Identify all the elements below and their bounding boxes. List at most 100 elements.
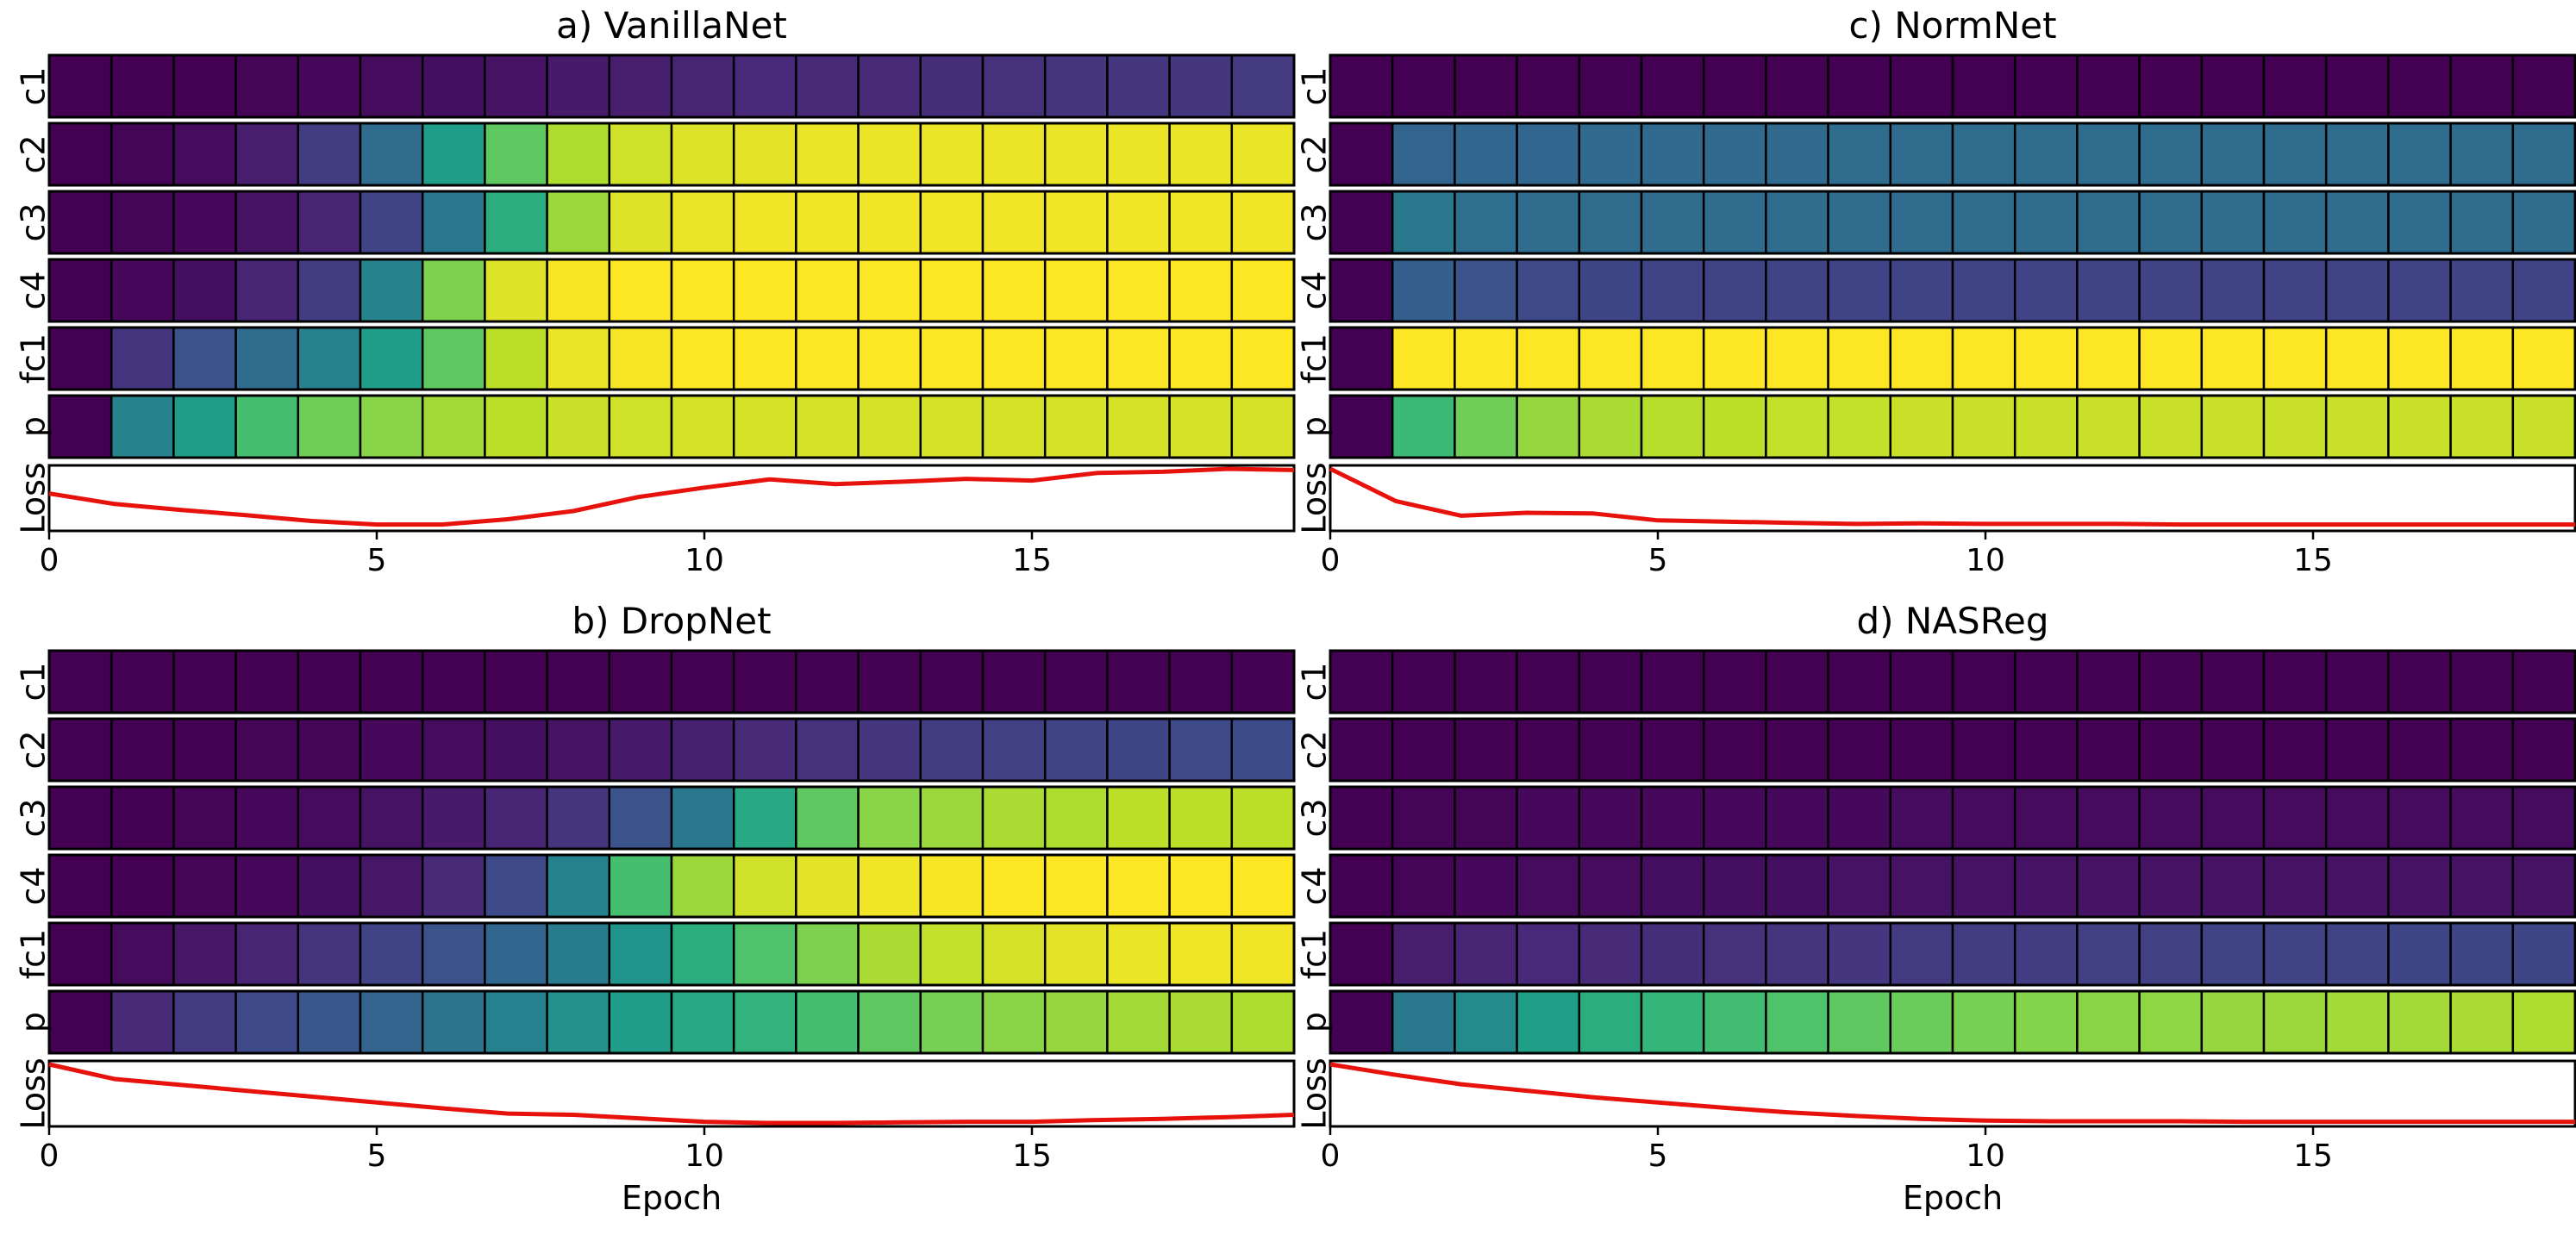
heatmap-cell-c3-epoch-5	[1640, 785, 1705, 851]
heatmap-cell-c4-epoch-13	[857, 258, 922, 323]
loss-axes	[47, 1059, 1296, 1128]
heatmap-cell-p-epoch-0	[47, 394, 113, 459]
heatmap-cell-c1-epoch-0	[47, 53, 113, 119]
heatmap-cell-c1-epoch-2	[1454, 649, 1518, 714]
loss-line	[48, 466, 1295, 527]
heatmap-cell-c1-epoch-16	[2324, 53, 2390, 119]
row-label-c3: c3	[1296, 203, 1334, 241]
heatmap-cell-c4-epoch-3	[1516, 258, 1581, 323]
heatmap-cell-c3-epoch-4	[297, 785, 362, 851]
heatmap-cell-c4-epoch-15	[2262, 258, 2328, 323]
heatmap-cell-p-epoch-18	[2449, 394, 2515, 459]
row-frame-c3	[47, 785, 1296, 851]
heatmap-cell-c2-epoch-12	[795, 717, 860, 783]
row-label-c4: c4	[15, 271, 53, 309]
heatmap-cell-c1-epoch-5	[359, 649, 424, 714]
heatmap-cell-c4-epoch-6	[1702, 853, 1767, 919]
heatmap-cell-c4-epoch-9	[608, 853, 673, 919]
heatmap-cell-c4-epoch-11	[732, 853, 797, 919]
heatmap-cell-c4-epoch-16	[1043, 853, 1109, 919]
heatmap-cell-c1-epoch-14	[2200, 53, 2266, 119]
heatmap-cell-c2-epoch-2	[1454, 122, 1518, 187]
heatmap-cell-p-epoch-14	[919, 989, 985, 1055]
heatmap-cell-c4-epoch-4	[297, 853, 362, 919]
heatmap-cell-c3-epoch-16	[2324, 785, 2390, 851]
row-frame-p	[47, 989, 1296, 1055]
heatmap-cell-fc1-epoch-2	[1454, 326, 1518, 391]
x-tick-label: 15	[1012, 1138, 1052, 1174]
heatmap-cell-c4-epoch-14	[2200, 853, 2266, 919]
row-label-fc1: fc1	[1296, 334, 1334, 384]
heatmap-cell-c3-epoch-11	[732, 785, 797, 851]
heatmap-cell-fc1-epoch-4	[297, 921, 362, 987]
row-label-c1: c1	[1296, 66, 1334, 105]
heatmap-cell-c1-epoch-7	[484, 53, 548, 119]
heatmap-cell-fc1-epoch-3	[1516, 326, 1581, 391]
heatmap-cell-c4-epoch-16	[1043, 258, 1109, 323]
heatmap-cell-fc1-epoch-8	[546, 921, 611, 987]
heatmap-cell-p-epoch-12	[2076, 989, 2141, 1055]
heatmap-cell-fc1-epoch-12	[2076, 921, 2141, 987]
x-tick-label: 15	[2293, 543, 2333, 578]
heatmap-cell-c1-epoch-1	[109, 53, 175, 119]
heatmap-cell-c2-epoch-0	[1329, 717, 1394, 783]
panel-c: c) NormNet c1 c2 c3 c4 fc1 p Loss 0 5 10 15	[1296, 4, 2576, 578]
heatmap-cell-c4-epoch-11	[2013, 853, 2079, 919]
heatmap-cell-c3-epoch-17	[1106, 190, 1171, 255]
heatmap-cell-c3-epoch-0	[47, 785, 113, 851]
heatmap-cell-c3-epoch-13	[857, 785, 922, 851]
heatmap-cell-p-epoch-1	[1391, 989, 1456, 1055]
heatmap-cell-fc1-epoch-3	[234, 921, 300, 987]
heatmap-cell-fc1-epoch-18	[1168, 921, 1234, 987]
heatmap-cell-c1-epoch-2	[1454, 53, 1518, 119]
heatmap-cell-c2-epoch-19	[2511, 717, 2576, 783]
heatmap-cell-fc1-epoch-19	[2511, 326, 2576, 391]
heatmap-cell-fc1-epoch-10	[670, 326, 735, 391]
heatmap-cell-c1-epoch-13	[857, 53, 922, 119]
heatmap-cell-fc1-epoch-15	[2262, 921, 2328, 987]
heatmap-cell-c1-epoch-3	[234, 649, 300, 714]
panel-title: b) DropNet	[572, 600, 771, 642]
heatmap-cell-c3-epoch-6	[1702, 785, 1767, 851]
heatmap-cell-c1-epoch-9	[608, 53, 673, 119]
heatmap-cell-c4-epoch-7	[1765, 853, 1829, 919]
row-frame-c1	[1329, 53, 2576, 119]
heatmap-cell-p-epoch-2	[172, 989, 237, 1055]
heatmap-cell-c1-epoch-6	[421, 649, 486, 714]
heatmap-cell-c1-epoch-8	[546, 649, 611, 714]
heatmap-cell-p-epoch-10	[1951, 989, 2016, 1055]
heatmap-cell-c2-epoch-0	[47, 122, 113, 187]
heatmap-cell-c2-epoch-5	[1640, 717, 1705, 783]
heatmap-cell-c2-epoch-6	[1702, 717, 1767, 783]
heatmap-cell-fc1-epoch-6	[421, 921, 486, 987]
heatmap-cell-c1-epoch-5	[1640, 649, 1705, 714]
heatmap-cell-c2-epoch-7	[484, 122, 548, 187]
row-frame-c1	[47, 53, 1296, 119]
heatmap-cell-p-epoch-16	[2324, 989, 2390, 1055]
heatmap-cell-p-epoch-4	[297, 989, 362, 1055]
heatmap-cell-c4-epoch-8	[1827, 853, 1892, 919]
heatmap-cell-c3-epoch-1	[109, 785, 175, 851]
heatmap-cell-c1-epoch-17	[2387, 649, 2452, 714]
heatmap-cell-c3-epoch-19	[1230, 785, 1296, 851]
heatmap-cell-c3-epoch-9	[1889, 190, 1954, 255]
heatmap-cell-fc1-epoch-13	[2138, 326, 2204, 391]
row-frame-fc1	[47, 326, 1296, 391]
heatmap-cell-c2-epoch-3	[1516, 717, 1581, 783]
row-frame-c3	[1329, 190, 2576, 255]
heatmap-cell-c4-epoch-10	[670, 258, 735, 323]
heatmap-cell-fc1-epoch-3	[1516, 921, 1581, 987]
heatmap-cell-p-epoch-17	[2387, 989, 2452, 1055]
heatmap-cell-c3-epoch-12	[2076, 785, 2141, 851]
panel-b: b) DropNet c1 c2 c3 c4 fc1 p Loss 0 5 10 15 Epoch	[15, 600, 1296, 1217]
heatmap-cell-c3-epoch-11	[2013, 785, 2079, 851]
heatmap-cell-c3-epoch-10	[1951, 785, 2016, 851]
heatmap-cell-fc1-epoch-12	[795, 921, 860, 987]
heatmap-cell-p-epoch-13	[2138, 394, 2204, 459]
heatmap-cell-c3-epoch-18	[1168, 785, 1234, 851]
heatmap-cell-fc1-epoch-2	[1454, 921, 1518, 987]
heatmap-cell-c2-epoch-7	[1765, 122, 1829, 187]
heatmap-cell-c3-epoch-18	[2449, 190, 2515, 255]
heatmap-cell-c4-epoch-5	[1640, 853, 1705, 919]
